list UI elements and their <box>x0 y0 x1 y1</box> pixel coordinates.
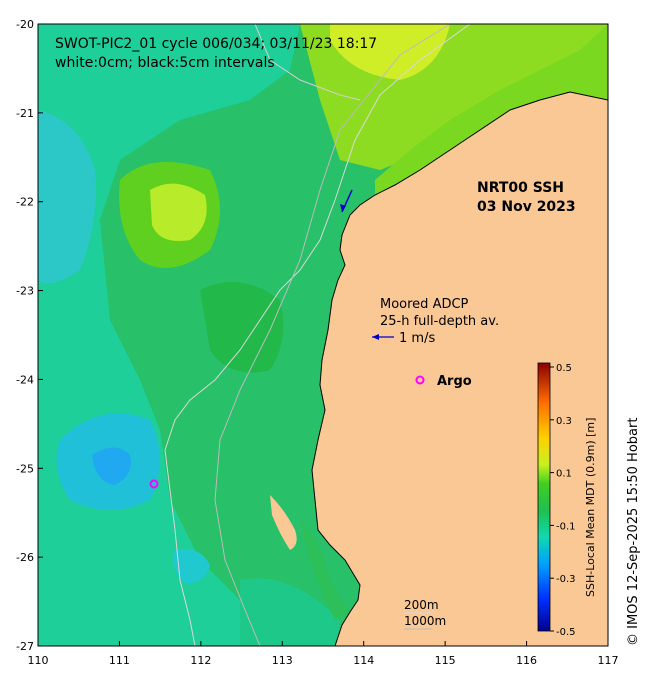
colorbar-tick-label: -0.1 <box>556 521 576 532</box>
ocean-low-south <box>173 549 210 584</box>
adcp-sublabel: 25-h full-depth av. <box>380 314 499 329</box>
y-tick-label: -20 <box>16 18 34 31</box>
ocean-mid-eddy <box>200 282 284 373</box>
x-tick-label: 112 <box>190 654 211 667</box>
ocean-low-southeast <box>240 578 340 646</box>
adcp-vector-north-head <box>340 204 346 212</box>
x-tick-label: 111 <box>109 654 130 667</box>
ocean-high-core <box>150 183 207 241</box>
y-tick-label: -21 <box>16 107 34 120</box>
x-tick-label: 117 <box>598 654 619 667</box>
colorbar-tick-label: -0.3 <box>556 574 576 585</box>
isobath-1000-label: 1000m <box>404 614 446 628</box>
colorbar-tick-label: 0.5 <box>556 363 572 374</box>
eddy-core <box>92 447 131 485</box>
y-tick-label: -23 <box>16 285 34 298</box>
isobath-200m <box>164 24 471 646</box>
map-subtitle: white:0cm; black:5cm intervals <box>55 55 275 71</box>
isobath-north <box>254 24 361 101</box>
y-axis: -20 -21 -22 -23 -24 -25 -26 -27 <box>16 18 43 653</box>
colorbar-tick-label: -0.5 <box>556 627 576 638</box>
colorbar-tick-label: 0.1 <box>556 469 572 480</box>
y-tick-label: -25 <box>16 462 34 475</box>
isobath-1000m <box>214 24 451 646</box>
product-date: 03 Nov 2023 <box>477 199 576 215</box>
land-mass <box>312 92 608 646</box>
y-tick-label: -27 <box>16 640 34 653</box>
product-label: NRT00 SSH <box>477 180 564 196</box>
colorbar-ticks: 0.5 0.3 0.1 -0.1 -0.3 -0.5 <box>550 363 576 638</box>
velocity-scale-label: 1 m/s <box>399 331 435 346</box>
argo-legend-label: Argo <box>437 374 472 389</box>
plot-frame <box>37 23 609 647</box>
y-tick-label: -24 <box>16 373 34 386</box>
ocean-high-north-core <box>330 24 450 80</box>
isobath-200-label: 200m <box>404 598 439 612</box>
y-tick-label: -22 <box>16 196 34 209</box>
ocean-low-west <box>38 110 96 284</box>
colorbar-tick-label: 0.3 <box>556 416 572 427</box>
x-tick-label: 116 <box>516 654 537 667</box>
coastal-strip <box>375 24 608 195</box>
map-plot-area <box>38 24 608 646</box>
argo-legend-marker <box>415 375 425 385</box>
x-axis: 110 111 112 113 114 115 116 117 <box>28 641 619 667</box>
velocity-scale-arrowhead <box>372 334 379 340</box>
credit-text: © IMOS 12-Sep-2025 15:50 Hobart <box>626 418 641 646</box>
shark-bay-water <box>300 520 350 620</box>
colorbar-label: SSH-Local Mean MDT (0.9m) [m] <box>584 418 597 597</box>
coastline <box>311 91 608 646</box>
peninsula-west <box>270 495 297 550</box>
map-title: SWOT-PIC2_01 cycle 006/034; 03/11/23 18:… <box>55 36 377 52</box>
adcp-label: Moored ADCP <box>380 297 469 312</box>
x-tick-label: 113 <box>272 654 293 667</box>
argo-float-marker <box>149 479 159 489</box>
x-tick-label: 115 <box>435 654 456 667</box>
y-tick-label: -26 <box>16 551 34 564</box>
x-tick-label: 114 <box>353 654 374 667</box>
x-tick-label: 110 <box>28 654 49 667</box>
colorbar <box>537 362 551 632</box>
